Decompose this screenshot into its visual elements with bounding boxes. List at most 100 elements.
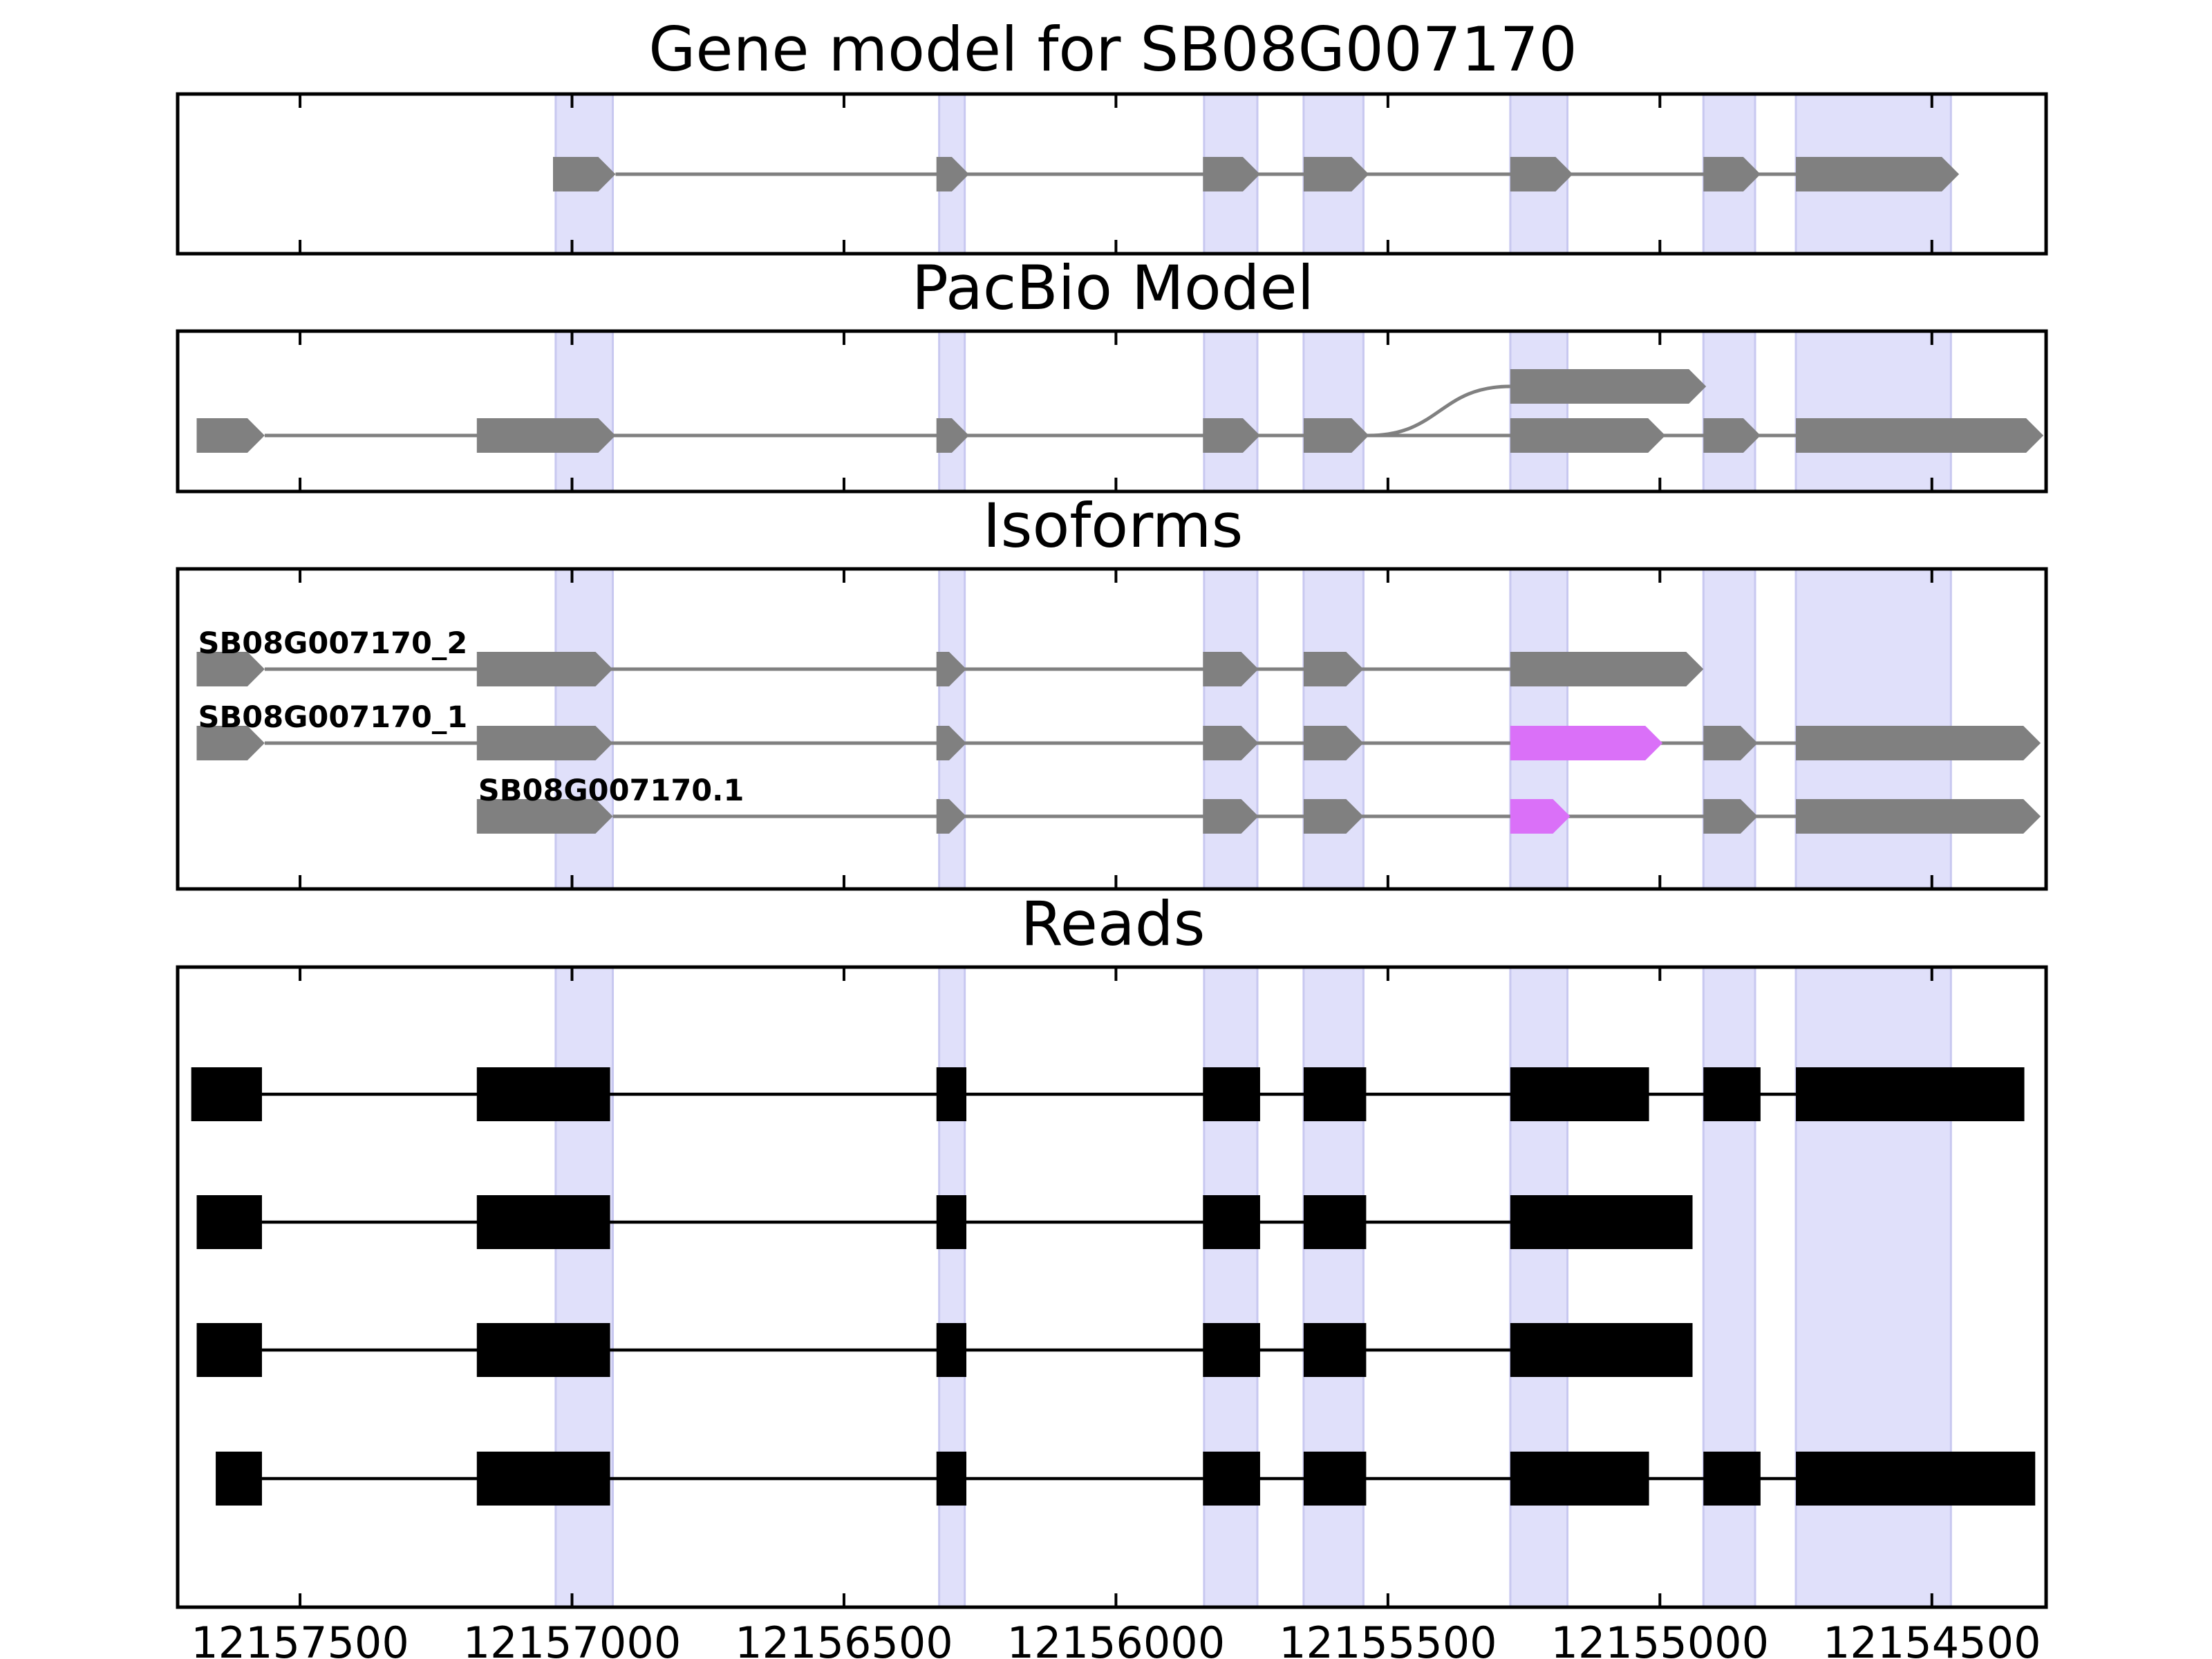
read-block: [196, 1195, 262, 1249]
read-block: [191, 1067, 262, 1121]
exon-arrow: [553, 157, 616, 191]
read-block: [1510, 1067, 1649, 1121]
exon-arrow: [1510, 418, 1666, 453]
exon-arrow: [1703, 799, 1758, 834]
exon-arrow: [1703, 726, 1758, 760]
exon-arrow: [1796, 418, 2044, 453]
exon-arrow: [1203, 799, 1259, 834]
exon-arrow: [1203, 157, 1260, 191]
read-block: [1303, 1452, 1367, 1506]
panels: SB08G007170_2 SB08G007170_1 SB08G007170.1: [176, 92, 2048, 1609]
x-tick-label: 12154500: [1823, 1618, 2041, 1659]
exon-arrow: [936, 652, 966, 686]
exon-arrow: [476, 418, 616, 453]
panel-2: [176, 329, 2048, 494]
panel-4: [176, 965, 2048, 1609]
x-tick-label: 12157500: [191, 1618, 409, 1659]
isoform-label: SB08G007170_1: [198, 700, 468, 735]
branch-connector: [1369, 384, 1510, 438]
highlight-region: [1702, 966, 1756, 1609]
read-block: [476, 1452, 610, 1506]
panel-title-reads: Reads: [1021, 888, 1206, 959]
read-block: [476, 1323, 610, 1377]
exon-arrow: [1303, 726, 1364, 760]
highlight-region: [1794, 966, 1952, 1609]
highlight-region: [1509, 966, 1569, 1609]
x-axis: 12157500 12157000 12156500 12156000 12155500…: [191, 1618, 2041, 1659]
read-block: [1796, 1067, 2025, 1121]
exon-arrow: [1203, 418, 1260, 453]
exon-arrow: [1303, 418, 1369, 453]
exon-arrow: [1796, 799, 2041, 834]
highlight-region: [1203, 330, 1259, 493]
highlight-region: [938, 966, 966, 1609]
exon-arrow: [1303, 157, 1369, 191]
panel-3: SB08G007170_2 SB08G007170_1 SB08G007170.1: [176, 567, 2048, 891]
exon-arrow: [1703, 418, 1761, 453]
exon-arrow: [1203, 726, 1259, 760]
highlight-region: [554, 330, 615, 493]
read-block: [216, 1452, 262, 1506]
x-tick-label: 12156000: [1007, 1618, 1226, 1659]
highlight-region: [1203, 966, 1259, 1609]
read-block: [1203, 1195, 1260, 1249]
exon-arrow: [1303, 652, 1364, 686]
read-block: [1203, 1323, 1260, 1377]
exon-arrow: [1510, 157, 1573, 191]
exon-arrow: [1796, 726, 2041, 760]
panel-frame: [176, 965, 2048, 1609]
read-block: [1703, 1067, 1761, 1121]
panel-frame: [176, 92, 2048, 256]
read-block: [1303, 1067, 1367, 1121]
exon-arrow: [936, 418, 969, 453]
panel-1: [176, 92, 2048, 256]
highlight-region: [1302, 966, 1365, 1609]
exon-arrow: [1510, 652, 1704, 686]
isoform-label: SB08G007170_2: [198, 626, 468, 661]
exon-arrow: [1203, 652, 1259, 686]
x-tick-label: 12155000: [1551, 1618, 1770, 1659]
exon-arrow: [476, 726, 613, 760]
exon-arrow: [1796, 157, 1960, 191]
highlight-region: [938, 330, 966, 493]
isoform-label: SB08G007170.1: [478, 774, 744, 808]
read-block: [936, 1195, 967, 1249]
exon-arrow: [936, 799, 966, 834]
exon-arrow: [1303, 799, 1364, 834]
exon-arrow: [196, 652, 265, 686]
read-block: [1203, 1452, 1260, 1506]
read-block: [1303, 1323, 1367, 1377]
read-block: [1510, 1452, 1649, 1506]
panel-title-pacbio-model: PacBio Model: [912, 252, 1314, 324]
highlight-region: [1794, 330, 1952, 493]
panel-frame: [176, 567, 2048, 891]
exon-arrow: [1510, 726, 1663, 760]
read-block: [1796, 1452, 2036, 1506]
highlight-region: [1702, 330, 1756, 493]
read-block: [476, 1195, 610, 1249]
x-tick-label: 12155500: [1279, 1618, 1497, 1659]
read-block: [936, 1452, 967, 1506]
panel-frame: [176, 329, 2048, 494]
exon-arrow: [1510, 799, 1571, 834]
read-block: [476, 1067, 610, 1121]
read-block: [1510, 1195, 1693, 1249]
panel-title-isoforms: Isoforms: [983, 490, 1244, 561]
read-block: [936, 1067, 967, 1121]
exon-arrow: [196, 726, 265, 760]
x-tick-label: 12156500: [735, 1618, 953, 1659]
exon-arrow: [936, 157, 969, 191]
read-block: [936, 1323, 967, 1377]
read-block: [1203, 1067, 1260, 1121]
read-block: [1703, 1452, 1761, 1506]
highlight-region: [1302, 330, 1365, 493]
panel-title-gene-model: Gene model for SB08G007170: [648, 14, 1577, 85]
exon-arrow: [476, 799, 613, 834]
highlight-region: [554, 966, 615, 1609]
exon-arrow: [1510, 369, 1707, 404]
exon-arrow: [196, 418, 265, 453]
highlight-region: [1509, 330, 1569, 493]
exon-arrow: [1703, 157, 1761, 191]
exon-arrow: [476, 652, 613, 686]
